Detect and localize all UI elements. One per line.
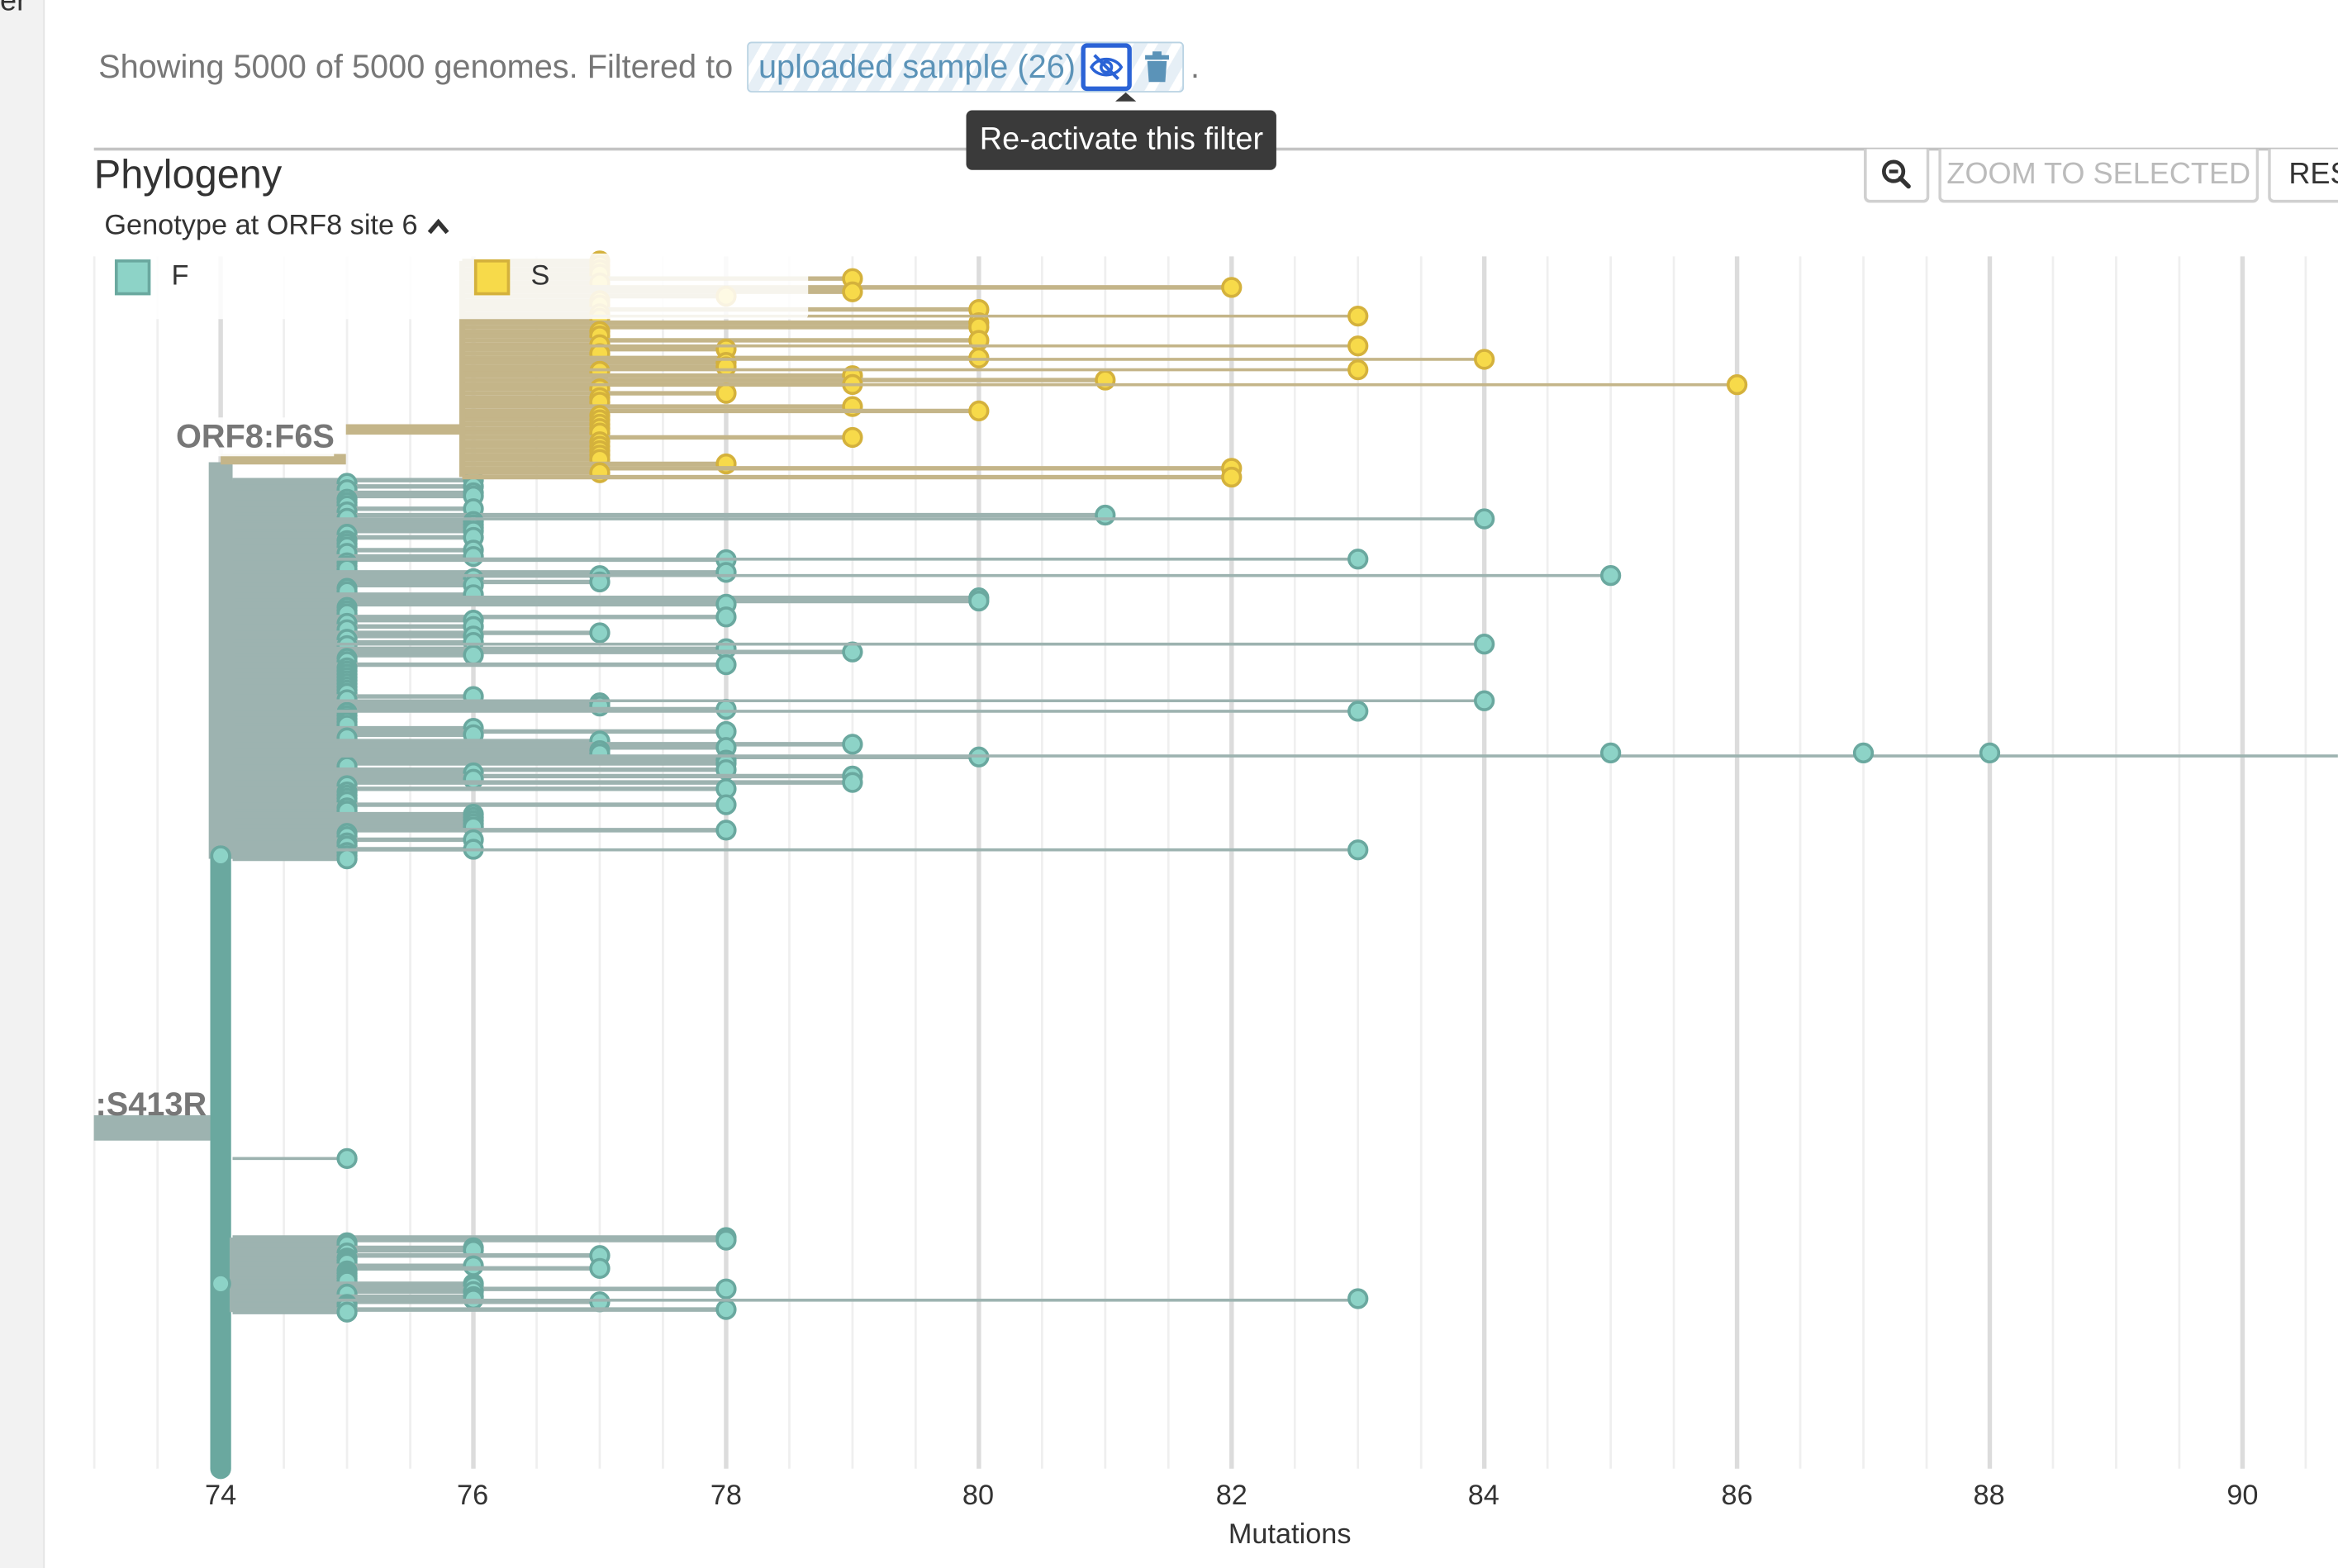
tip[interactable] [1474,349,1495,370]
tip[interactable] [715,1229,737,1251]
tip[interactable] [589,1257,611,1279]
tip[interactable] [1600,565,1622,587]
tip[interactable] [210,845,231,867]
x-tick: 86 [1721,1480,1753,1513]
legend-item-s[interactable]: S [473,259,550,296]
x-tick: 90 [2226,1480,2259,1513]
legend-swatch-f [114,259,151,296]
tip[interactable] [715,794,737,815]
tip[interactable] [1095,504,1116,526]
x-tick: 76 [457,1480,489,1513]
x-tick: 74 [205,1480,237,1513]
x-tick: 78 [710,1480,743,1513]
tip[interactable] [210,1273,231,1295]
sidebar-edge-text: er [0,0,27,18]
tip[interactable] [715,1278,737,1300]
x-tick: 84 [1467,1480,1499,1513]
x-tick: 88 [1973,1480,2005,1513]
tip[interactable] [589,622,611,644]
tip[interactable] [336,1301,358,1323]
filter-summary: Showing 5000 of 5000 genomes. Filtered t… [98,41,1200,93]
zoom-to-selected-button[interactable]: ZOOM TO SELECTED [1938,149,2260,203]
branch [93,1114,211,1141]
tip[interactable] [715,562,737,583]
chevron-up-icon[interactable] [426,218,450,236]
tip[interactable] [463,768,484,790]
tip[interactable] [1347,549,1369,570]
tip[interactable] [842,734,863,755]
summary-period: . [1190,47,1200,85]
trash-icon [1145,51,1170,83]
tip[interactable] [715,820,737,841]
tip[interactable] [463,644,484,666]
reset-layout-button[interactable]: RES [2268,149,2338,203]
filter-label: uploaded sample (26) [758,47,1076,85]
legend-label-f: F [171,260,189,292]
x-tick: 80 [962,1480,995,1513]
tip[interactable] [1726,374,1748,396]
tip[interactable] [1600,742,1622,764]
tip[interactable] [336,848,358,870]
legend-item-f[interactable]: F [114,259,189,296]
tip[interactable] [1474,508,1495,530]
tip[interactable] [715,698,737,720]
zoom-out-icon [1882,159,1911,189]
legend-background [98,253,809,320]
tip[interactable] [1347,305,1369,327]
tip[interactable] [1474,634,1495,655]
x-axis-title: Mutations [1228,1519,1352,1551]
color-by-header[interactable]: Genotype at ORF8 site 6 [104,210,450,243]
summary-text: Showing 5000 of 5000 genomes. Filtered t… [98,47,734,85]
panel-title: Phylogeny [93,152,283,197]
legend-label-s: S [530,260,550,292]
sidebar-edge: er [0,0,45,1568]
branch-label-s413r: :S413R [95,1085,207,1124]
tip[interactable] [842,281,863,302]
tip[interactable] [1347,1288,1369,1309]
tip[interactable] [842,426,863,449]
color-by-label: Genotype at ORF8 site 6 [104,210,418,242]
eye-slash-icon [1090,54,1124,81]
tip[interactable] [715,653,737,676]
tip[interactable] [715,606,737,628]
tip[interactable] [715,382,737,404]
tip[interactable] [1347,335,1369,357]
tip[interactable] [336,1147,358,1169]
tip[interactable] [463,545,484,568]
tip[interactable] [1347,701,1369,722]
branch-label-orf8-f6s: ORF8:F6S [175,417,335,457]
legend-swatch-s [473,259,511,296]
reactivate-filter-button[interactable] [1081,43,1133,92]
tip[interactable] [842,641,863,663]
tip[interactable] [1852,742,1875,764]
tip[interactable] [968,400,990,422]
filter-badge[interactable]: uploaded sample (26) [746,41,1185,93]
tip[interactable] [1979,742,2001,764]
tip[interactable] [1221,277,1243,298]
tip[interactable] [1095,369,1116,391]
tip[interactable] [1474,690,1495,711]
tip[interactable] [1221,466,1243,488]
x-tick: 82 [1215,1480,1247,1513]
tip[interactable] [715,1299,737,1320]
tip[interactable] [1347,839,1369,861]
delete-filter-button[interactable] [1133,43,1183,91]
branch [208,462,233,859]
tip[interactable] [463,1255,484,1276]
tip[interactable] [968,590,990,612]
tip[interactable] [1347,359,1369,381]
tooltip: Re-activate this filter [966,92,1277,170]
tip[interactable] [589,571,611,593]
zoom-out-button[interactable] [1864,149,1930,203]
tip[interactable] [842,772,863,793]
